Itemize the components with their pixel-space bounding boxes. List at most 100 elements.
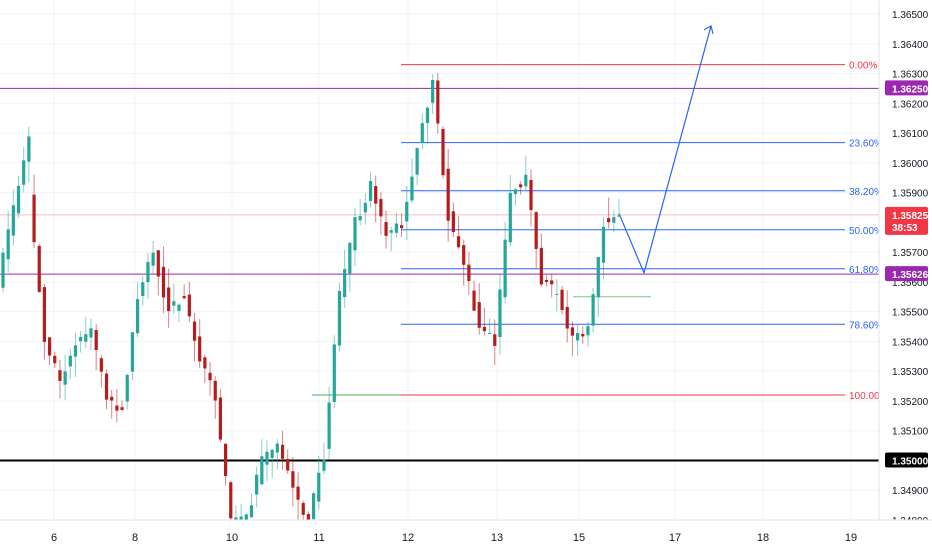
candle [462, 239, 466, 286]
candle [379, 192, 383, 235]
candle-body [596, 256, 600, 298]
candle-body [280, 444, 285, 459]
candle-body [519, 184, 523, 188]
candle [508, 174, 512, 247]
candle [11, 189, 15, 246]
candle [581, 326, 585, 345]
candle-body [415, 148, 419, 175]
candle [482, 307, 487, 336]
y-tick-label: 1.36200 [892, 99, 929, 110]
candle-body [58, 370, 62, 381]
candle [560, 285, 564, 315]
candle [146, 253, 150, 299]
candle-body [591, 294, 595, 326]
candle-body [110, 396, 114, 401]
candle [37, 243, 41, 294]
candle [607, 197, 611, 229]
candle [265, 440, 269, 482]
time-axis-panel [0, 520, 932, 550]
candle-body [125, 374, 129, 402]
candle-body [296, 486, 300, 500]
candle [487, 318, 492, 335]
candle-body [348, 242, 352, 274]
current-price-tag-bg [885, 206, 928, 235]
candle [317, 455, 321, 510]
candle [223, 443, 228, 486]
candle [322, 443, 326, 475]
candle [550, 274, 554, 298]
candle-body [555, 293, 559, 295]
candle [343, 249, 347, 308]
candle [192, 312, 197, 362]
candle-body [265, 451, 269, 465]
candle [161, 246, 166, 314]
candle [337, 282, 342, 352]
candle-body [63, 371, 67, 385]
candle-body [524, 174, 528, 187]
current-price-tag-text: 38:53 [892, 223, 918, 234]
x-tick-label: 19 [845, 532, 857, 544]
candle [167, 268, 171, 328]
candle-body [493, 334, 497, 346]
candle-body [68, 355, 72, 367]
fib-level-label: 0.00% [849, 61, 877, 72]
y-tick-label: 1.36500 [892, 10, 929, 21]
candle-body [462, 245, 466, 265]
candle [1, 247, 5, 293]
candle-body [441, 128, 445, 176]
y-tick-label: 1.35400 [892, 337, 929, 348]
candle-body [399, 225, 404, 229]
candle-body [161, 266, 166, 298]
candle [353, 208, 357, 267]
candle-body [612, 217, 616, 223]
candle-body [198, 336, 202, 362]
candle-body [135, 299, 140, 334]
candle-body [565, 306, 569, 329]
candle [384, 210, 388, 249]
x-tick-label: 17 [669, 532, 681, 544]
candle [120, 400, 124, 412]
candle-body [425, 107, 430, 124]
candle [332, 335, 336, 409]
candle [368, 171, 373, 208]
candle-body [446, 168, 450, 221]
candle-body [477, 302, 481, 328]
candle [16, 176, 21, 218]
candle [394, 212, 399, 238]
x-tick-label: 15 [573, 532, 585, 544]
candle-body [456, 236, 461, 248]
candle-body [156, 250, 160, 277]
candle-body [550, 280, 554, 285]
x-tick-label: 11 [313, 532, 324, 544]
candle [47, 337, 52, 365]
candle [498, 274, 502, 355]
y-tick-label: 1.35700 [892, 248, 929, 259]
candle-body [27, 136, 31, 162]
candle-body [544, 280, 549, 282]
candle-body [151, 252, 155, 266]
candle [601, 217, 606, 279]
candle-body [120, 407, 124, 410]
y-tick-label: 1.35600 [892, 278, 929, 289]
candle [612, 209, 616, 233]
candle [389, 227, 393, 252]
candle [275, 439, 279, 470]
candle-body [534, 212, 538, 249]
candle-body [42, 287, 47, 342]
candle-body [16, 185, 21, 214]
candle-body [451, 211, 455, 233]
candle-body [182, 296, 186, 299]
candle [286, 449, 290, 474]
candle-body [37, 245, 41, 292]
candle [22, 147, 26, 193]
candle-body [306, 514, 311, 522]
x-tick-label: 12 [402, 532, 414, 544]
candle-body [218, 397, 223, 440]
candle-body [467, 264, 471, 282]
candle [213, 376, 217, 419]
candle-body [353, 217, 357, 251]
